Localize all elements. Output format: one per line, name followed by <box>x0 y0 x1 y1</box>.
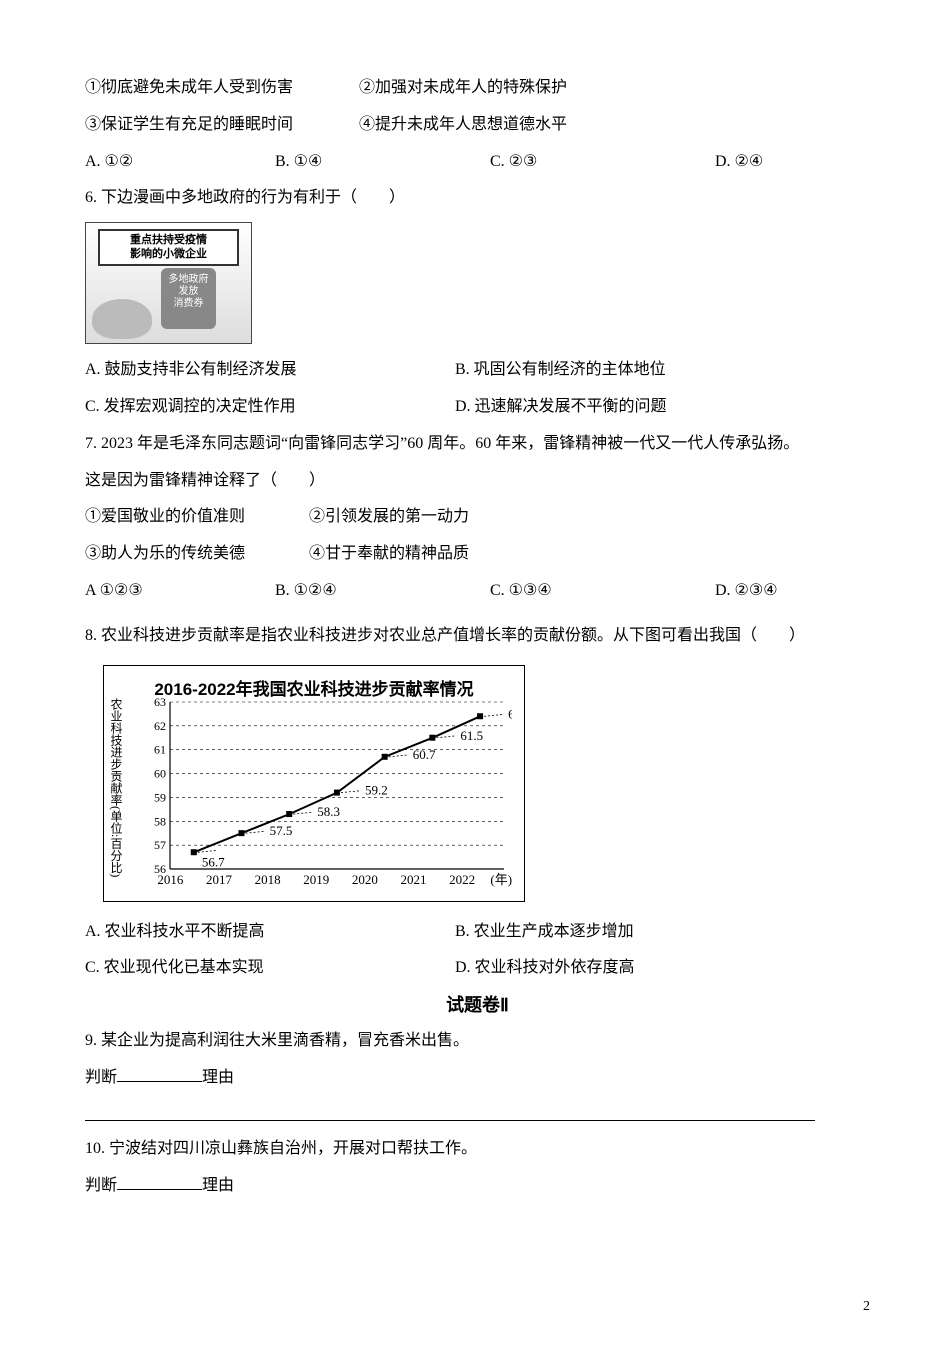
q5-statements-row1: ①彻底避免未成年人受到伤害 ②加强对未成年人的特殊保护 <box>85 70 870 107</box>
q9-answer-line: 判断 理由 <box>85 1060 870 1097</box>
svg-text:57: 57 <box>154 838 166 852</box>
svg-text:60.7: 60.7 <box>413 746 436 761</box>
svg-text:58: 58 <box>154 814 166 828</box>
cartoon-banner-l2: 影响的小微企业 <box>130 248 207 260</box>
q10-reason-label: 理由 <box>202 1177 234 1194</box>
cartoon-bubble-l1: 多地政府 <box>169 274 209 285</box>
q7-optC: C. ①③④ <box>490 573 715 610</box>
svg-text:57.5: 57.5 <box>270 823 293 838</box>
q9-judge-blank <box>117 1065 202 1082</box>
cartoon-figure-icon <box>92 299 152 339</box>
q7-stem-line2: 这是因为雷锋精神诠释了（ ） <box>85 463 870 500</box>
q10-judge-blank <box>117 1173 202 1190</box>
svg-text:62: 62 <box>154 718 166 732</box>
q9-stem: 9. 某企业为提高利润往大米里滴香精，冒充香米出售。 <box>85 1023 870 1060</box>
svg-text:59: 59 <box>154 790 166 804</box>
chart-yaxis-label: 农业科技进步贡献率(单位:百分比) <box>110 698 122 883</box>
q8-options-row2: C. 农业现代化已基本实现 D. 农业科技对外依存度高 <box>85 950 870 987</box>
svg-text:61: 61 <box>154 742 166 756</box>
chart-xaxis-labels: 2016201720182019202020212022(年) <box>146 865 512 895</box>
q7-optA: A ①②③ <box>85 573 275 610</box>
q6-options-row1: A. 鼓励支持非公有制经济发展 B. 巩固公有制经济的主体地位 <box>85 352 870 389</box>
q8-stem: 8. 农业科技进步贡献率是指农业科技进步对农业总产值增长率的贡献份额。从下图可看… <box>85 618 870 655</box>
q7-statements-row2: ③助人为乐的传统美德 ④甘于奉献的精神品质 <box>85 536 870 573</box>
q10-stem: 10. 宁波结对四川凉山彝族自治州，开展对口帮扶工作。 <box>85 1131 870 1168</box>
q6-optD: D. 迅速解决发展不平衡的问题 <box>455 389 667 426</box>
q7-stmt2: ②引领发展的第一动力 <box>309 508 469 525</box>
q5-stmt1: ①彻底避免未成年人受到伤害 <box>85 70 355 107</box>
q9-judge-label: 判断 <box>85 1069 117 1086</box>
q5-optD: D. ②④ <box>715 144 763 181</box>
svg-text:62.4: 62.4 <box>508 706 512 721</box>
page-number: 2 <box>863 1299 870 1315</box>
cartoon-bubble: 多地政府 发放 消费券 <box>161 268 216 329</box>
q7-statements-row1: ①爱国敬业的价值准则 ②引领发展的第一动力 <box>85 499 870 536</box>
q5-stmt4: ④提升未成年人思想道德水平 <box>359 116 567 133</box>
svg-text:59.2: 59.2 <box>365 782 388 797</box>
chart-xaxis-tick: 2020 <box>341 865 390 895</box>
q5-options: A. ①② B. ①④ C. ②③ D. ②④ <box>85 144 870 181</box>
cartoon-bubble-l3: 消费券 <box>174 298 204 309</box>
q8-optA: A. 农业科技水平不断提高 <box>85 914 455 951</box>
q7-stmt1: ①爱国敬业的价值准则 <box>85 499 305 536</box>
svg-text:63: 63 <box>154 696 166 709</box>
chart-svg: 565758596061626356.757.558.359.260.761.5… <box>146 696 512 875</box>
chart-xaxis-tick: 2022 <box>438 865 487 895</box>
cartoon-banner-l1: 重点扶持受疫情 <box>130 234 207 246</box>
cartoon-bubble-l2: 发放 <box>179 286 199 297</box>
q6-options-row2: C. 发挥宏观调控的决定性作用 D. 迅速解决发展不平衡的问题 <box>85 389 870 426</box>
q7-stmt3: ③助人为乐的传统美德 <box>85 536 305 573</box>
q5-statements-row2: ③保证学生有充足的睡眠时间 ④提升未成年人思想道德水平 <box>85 107 870 144</box>
q6-optB: B. 巩固公有制经济的主体地位 <box>455 352 666 389</box>
chart-xaxis-tick: 2016 <box>146 865 195 895</box>
q7-options: A ①②③ B. ①②④ C. ①③④ D. ②③④ <box>85 573 870 610</box>
q7-optB: B. ①②④ <box>275 573 490 610</box>
q9-reason-label: 理由 <box>202 1069 234 1086</box>
q5-stmt2: ②加强对未成年人的特殊保护 <box>359 79 567 96</box>
q5-stmt3: ③保证学生有充足的睡眠时间 <box>85 107 355 144</box>
q8-chart: 2016-2022年我国农业科技进步贡献率情况 农业科技进步贡献率(单位:百分比… <box>103 665 525 902</box>
q10-judge-label: 判断 <box>85 1177 117 1194</box>
cartoon-banner: 重点扶持受疫情 影响的小微企业 <box>98 229 239 266</box>
chart-xaxis-tick: 2019 <box>292 865 341 895</box>
q8-optC: C. 农业现代化已基本实现 <box>85 950 455 987</box>
svg-text:61.5: 61.5 <box>460 727 483 742</box>
q6-optA: A. 鼓励支持非公有制经济发展 <box>85 352 455 389</box>
chart-plot-area: 565758596061626356.757.558.359.260.761.5… <box>146 696 512 875</box>
q7-stmt4: ④甘于奉献的精神品质 <box>309 545 469 562</box>
chart-xaxis-tick: 2017 <box>195 865 244 895</box>
q8-optD: D. 农业科技对外依存度高 <box>455 950 635 987</box>
section-2-title: 试题卷Ⅱ <box>85 987 870 1023</box>
chart-xaxis-tick: 2018 <box>243 865 292 895</box>
q9-reason-blank <box>85 1119 815 1121</box>
svg-text:58.3: 58.3 <box>317 804 340 819</box>
q6-optC: C. 发挥宏观调控的决定性作用 <box>85 389 455 426</box>
svg-text:60: 60 <box>154 766 166 780</box>
page-content: ①彻底避免未成年人受到伤害 ②加强对未成年人的特殊保护 ③保证学生有充足的睡眠时… <box>0 0 950 1204</box>
chart-xaxis-unit: (年) <box>486 865 512 895</box>
q10-answer-line: 判断 理由 <box>85 1168 870 1205</box>
q7-optD: D. ②③④ <box>715 573 778 610</box>
q5-optB: B. ①④ <box>275 144 490 181</box>
chart-xaxis-tick: 2021 <box>389 865 438 895</box>
q6-stem: 6. 下边漫画中多地政府的行为有利于（ ） <box>85 180 870 217</box>
q5-optA: A. ①② <box>85 144 275 181</box>
q5-optC: C. ②③ <box>490 144 715 181</box>
q8-optB: B. 农业生产成本逐步增加 <box>455 914 634 951</box>
q7-stem-line1: 7. 2023 年是毛泽东同志题词“向雷锋同志学习”60 周年。60 年来，雷锋… <box>85 426 870 463</box>
q8-options-row1: A. 农业科技水平不断提高 B. 农业生产成本逐步增加 <box>85 914 870 951</box>
q6-cartoon: 重点扶持受疫情 影响的小微企业 多地政府 发放 消费券 <box>85 222 252 344</box>
